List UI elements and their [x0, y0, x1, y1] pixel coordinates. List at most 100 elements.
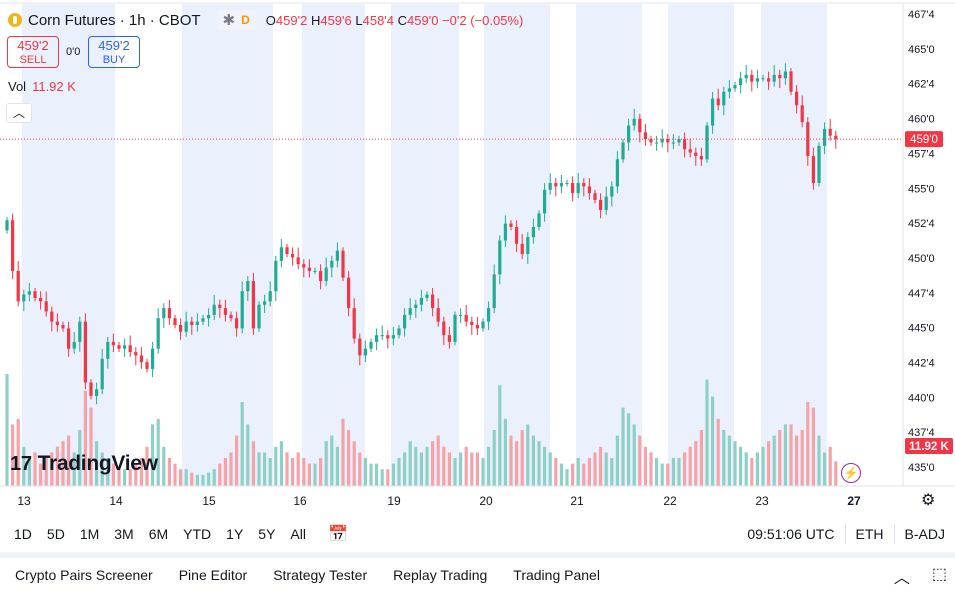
volume-bar — [722, 430, 726, 486]
candle-body — [167, 308, 171, 319]
volume-bar — [559, 463, 563, 486]
candle-body — [425, 294, 429, 298]
candle-body — [246, 281, 250, 292]
timeframe-6m[interactable]: 6M — [148, 526, 169, 542]
volume-bar — [5, 374, 9, 486]
volume-bar — [44, 458, 48, 486]
candle-body — [554, 183, 558, 187]
volume-bar — [447, 452, 451, 486]
candle-body — [711, 98, 715, 126]
volume-bar — [509, 435, 513, 486]
candle-body — [179, 325, 183, 332]
volume-bar — [755, 452, 759, 486]
volume-bar — [179, 469, 183, 486]
candle-body — [543, 189, 547, 214]
candle-body — [834, 135, 838, 140]
sell-label: SELL — [19, 54, 47, 66]
volume-bar — [111, 463, 115, 486]
timeframe-ytd[interactable]: YTD — [183, 526, 212, 542]
sell-button[interactable]: 459'2 SELL — [7, 36, 59, 68]
volume-bar — [531, 435, 535, 486]
candle-body — [414, 304, 418, 309]
candle-body — [44, 301, 48, 312]
candle-body — [755, 78, 759, 82]
chevron-up-icon[interactable]: ︿ — [893, 570, 910, 587]
volume-bar — [699, 430, 703, 486]
candle-body — [173, 318, 177, 326]
candle-body — [235, 318, 239, 329]
price-tick-label: 440'0 — [908, 392, 935, 404]
candle-body — [722, 91, 726, 106]
candle-body — [548, 183, 552, 190]
session-toggle[interactable]: ETH — [855, 526, 884, 542]
utc-clock[interactable]: 09:51:06 UTC — [747, 526, 835, 542]
volume-bar — [778, 430, 782, 486]
volume-bar — [453, 458, 457, 486]
timeframe-1y[interactable]: 1Y — [226, 526, 244, 542]
lightning-icon[interactable]: ⚡ — [841, 463, 861, 483]
price-tick-label: 452'4 — [908, 218, 935, 230]
volume-bar — [291, 458, 295, 486]
buy-button[interactable]: 459'2 BUY — [88, 36, 140, 68]
timeframe-1d[interactable]: 1D — [14, 526, 32, 542]
volume-bar — [117, 465, 121, 486]
timeframe-3m[interactable]: 3M — [114, 526, 134, 542]
candle-body — [515, 226, 519, 244]
timeframe-all[interactable]: All — [290, 526, 306, 542]
candle-body — [274, 260, 278, 292]
candle-body — [72, 341, 76, 349]
tab-strategy-tester[interactable]: Strategy Tester — [273, 567, 368, 583]
tradingview-logo[interactable]: 17 TradingView — [10, 452, 158, 476]
tab-pine-editor[interactable]: Pine Editor — [178, 567, 248, 583]
candle-body — [296, 257, 300, 265]
volume-bar — [526, 424, 530, 486]
candle-body — [117, 345, 121, 349]
candle-body — [655, 142, 659, 144]
volume-bar — [705, 379, 709, 486]
volume-bar — [733, 441, 737, 486]
candle-body — [694, 152, 698, 156]
volume-bar — [599, 446, 603, 486]
price-chart[interactable]: 467'4 465'0 462'4 460'0 457'4 455'0 452'4 450'0… — [0, 0, 955, 516]
volume-bar — [503, 418, 507, 486]
candle-body — [627, 125, 631, 143]
volume-bar — [621, 407, 625, 486]
timeframe-1m[interactable]: 1M — [79, 526, 100, 542]
buy-price: 459'2 — [98, 38, 130, 53]
symbol-title[interactable]: Corn Futures · 1h · CBOT — [28, 11, 201, 29]
volume-bar — [498, 385, 502, 486]
volume-bar — [492, 430, 496, 486]
tab-crypto-pairs-screener[interactable]: Crypto Pairs Screener — [15, 567, 153, 583]
candle-body — [699, 155, 703, 160]
volume-bar — [341, 418, 345, 486]
candle-body — [442, 321, 446, 336]
candle-body — [649, 139, 653, 143]
time-scale: 13 14 15 16 19 20 21 22 23 27 — [17, 494, 861, 508]
candle-body — [279, 247, 283, 261]
candle-body — [610, 186, 614, 197]
candle-body — [106, 341, 110, 359]
candle-body — [526, 237, 530, 255]
calendar-range-icon[interactable]: 📅 — [327, 526, 348, 543]
gear-icon[interactable]: ⚙ — [921, 492, 936, 509]
volume-bar — [296, 452, 300, 486]
maximize-icon[interactable]: ⬚ — [931, 566, 947, 583]
volume-bar — [464, 446, 468, 486]
volume-bar — [711, 396, 715, 486]
data-source-badge[interactable]: ✱ D — [216, 10, 256, 30]
adjust-toggle[interactable]: B-ADJ — [904, 526, 945, 542]
tab-trading-panel[interactable]: Trading Panel — [513, 567, 600, 583]
candle-body — [134, 352, 138, 356]
timeframe-5d[interactable]: 5D — [46, 526, 65, 542]
candle-body — [207, 314, 211, 319]
volume-bar — [470, 452, 474, 486]
volume-bar — [324, 441, 328, 486]
timeframe-5y[interactable]: 5Y — [258, 526, 276, 542]
buy-label: BUY — [102, 54, 126, 66]
candle-body — [285, 247, 289, 255]
collapse-legend-button[interactable]: ︿ — [6, 103, 32, 123]
volume-bar — [767, 441, 771, 486]
tab-replay-trading[interactable]: Replay Trading — [393, 567, 488, 583]
volume-bar — [610, 458, 614, 486]
candle-body — [487, 308, 491, 322]
